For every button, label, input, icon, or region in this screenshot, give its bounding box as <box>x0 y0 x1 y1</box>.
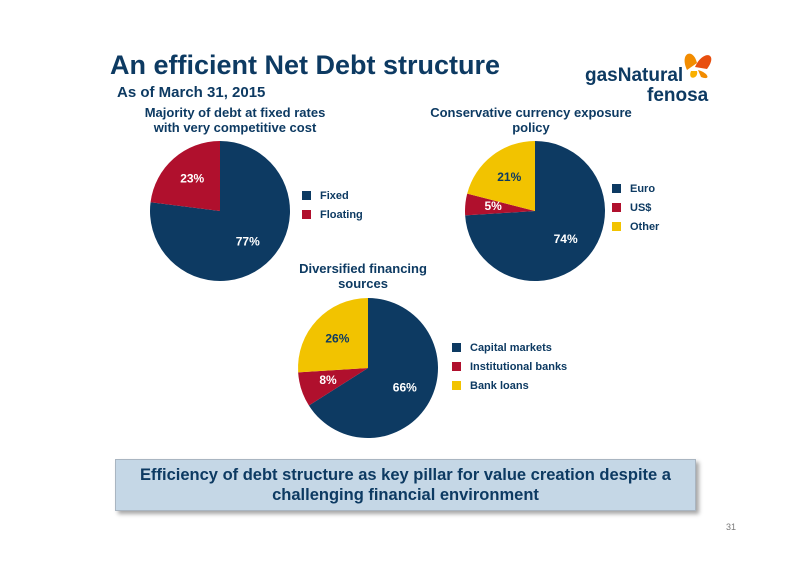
chart1-title: Majority of debt at fixed rates with ver… <box>144 105 326 135</box>
chart2-pie: 74% 5% 21% <box>465 141 605 281</box>
pie-label-euro: 74% <box>554 232 578 246</box>
legend-item-floating: Floating <box>302 205 363 224</box>
chart3-pie: 66% 8% 26% <box>298 298 438 438</box>
legend-label: Fixed <box>320 189 349 202</box>
legend-label: Capital markets <box>470 341 552 354</box>
legend-label: US$ <box>630 201 652 214</box>
brand-logo: gasNatural fenosa <box>585 53 712 105</box>
chart3-legend: Capital markets Institutional banks Bank l… <box>452 338 567 395</box>
chart2-title: Conservative currency exposure policy <box>430 105 632 135</box>
logo-line1: gasNatural <box>585 65 683 86</box>
legend-label: Euro <box>630 182 656 195</box>
pie-label-floating: 23% <box>180 172 204 186</box>
pie-label-us: 5% <box>485 199 503 213</box>
page-subtitle: As of March 31, 2015 <box>117 84 266 101</box>
chart1-legend: Fixed Floating <box>302 186 363 224</box>
chart1-pie: 77% 23% <box>150 141 290 281</box>
pie-label-fixed: 77% <box>236 235 260 249</box>
pie-slice-other <box>467 141 535 211</box>
pie-slice-euro <box>465 141 605 281</box>
legend-item-fixed: Fixed <box>302 186 363 205</box>
legend-label: Bank loans <box>470 379 529 392</box>
pie-slice-capital-markets <box>308 298 438 438</box>
legend-item-us: US$ <box>612 198 659 217</box>
legend-swatch <box>452 381 461 390</box>
page-number: 31 <box>725 522 736 532</box>
pie-slice-us <box>465 193 535 216</box>
legend-swatch <box>302 210 311 219</box>
butterfly-icon <box>684 53 712 79</box>
legend-label: Floating <box>320 208 363 221</box>
page-title: An efficient Net Debt structure <box>110 50 501 80</box>
legend-item-institutional-banks: Institutional banks <box>452 357 567 376</box>
legend-swatch <box>612 184 621 193</box>
chart3-title: Diversified financing sources <box>299 261 427 291</box>
legend-swatch <box>452 362 461 371</box>
pie-slice-bank-loans <box>298 298 368 373</box>
conclusion-banner: Efficiency of debt structure as key pill… <box>115 459 696 511</box>
legend-swatch <box>612 222 621 231</box>
legend-item-other: Other <box>612 217 659 236</box>
pie-slice-floating <box>150 141 220 211</box>
legend-label: Other <box>630 220 660 233</box>
legend-item-euro: Euro <box>612 179 659 198</box>
legend-swatch <box>302 191 311 200</box>
pie-label-bank-loans: 26% <box>325 331 349 345</box>
chart2-legend: Euro US$ Other <box>612 179 659 236</box>
pie-label-other: 21% <box>497 170 521 184</box>
legend-item-capital-markets: Capital markets <box>452 338 567 357</box>
legend-swatch <box>452 343 461 352</box>
pie-label-institutional-banks: 8% <box>319 373 337 387</box>
pie-slice-institutional-banks <box>298 368 368 406</box>
logo-line2: fenosa <box>647 85 709 105</box>
legend-item-bank-loans: Bank loans <box>452 376 567 395</box>
pie-label-capital-markets: 66% <box>393 380 417 394</box>
legend-label: Institutional banks <box>470 360 568 373</box>
legend-swatch <box>612 203 621 212</box>
